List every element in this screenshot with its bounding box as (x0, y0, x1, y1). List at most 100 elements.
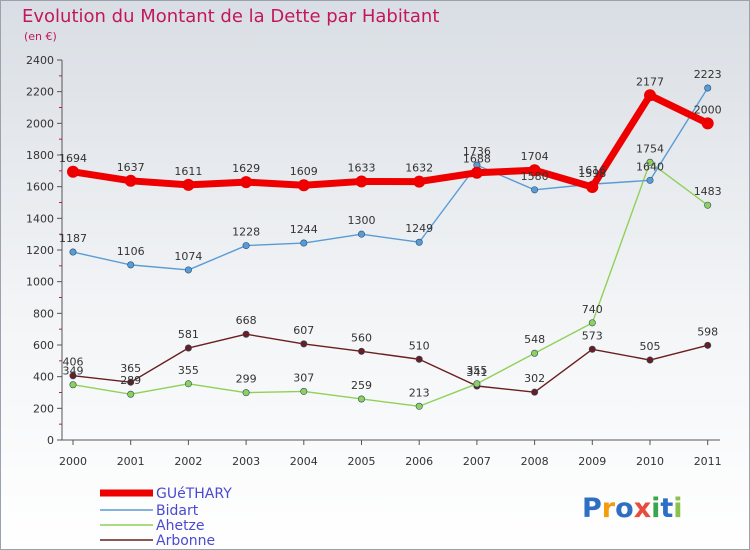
data-label: 259 (351, 379, 372, 392)
data-label: 1629 (232, 162, 260, 175)
data-label: 213 (409, 386, 430, 399)
chart-title: Evolution du Montant de la Dette par Hab… (22, 6, 439, 27)
data-point (69, 372, 77, 380)
data-point (586, 180, 599, 193)
data-point (357, 230, 365, 238)
data-label: 581 (178, 328, 199, 341)
data-point (415, 402, 423, 410)
x-tick-label: 2004 (290, 455, 318, 468)
data-point (67, 165, 79, 178)
data-label: 1754 (636, 142, 664, 155)
x-tick-label: 2011 (694, 455, 722, 468)
data-label: 1694 (59, 152, 87, 165)
legend-label: Bidart (156, 503, 199, 519)
data-point (184, 344, 192, 352)
x-tick-label: 2000 (59, 455, 87, 468)
data-point (300, 387, 308, 395)
y-tick-label: 2200 (26, 86, 54, 99)
data-label: 1598 (578, 167, 606, 180)
data-label: 668 (236, 314, 257, 327)
data-label: 1244 (290, 223, 318, 236)
x-tick-label: 2010 (636, 455, 664, 468)
data-point (704, 84, 712, 92)
y-tick-label: 200 (33, 402, 54, 415)
data-point (124, 174, 137, 187)
data-point (588, 319, 596, 327)
series-line-guéthary (72, 91, 710, 191)
data-label: 1632 (405, 162, 433, 175)
data-label: 1637 (117, 161, 145, 174)
data-point (415, 355, 423, 363)
data-point (644, 89, 656, 102)
y-tick-label: 1400 (26, 212, 54, 225)
data-point (184, 380, 192, 388)
data-label: 299 (236, 373, 257, 386)
data-label: 1736 (463, 145, 491, 158)
data-point (704, 201, 712, 209)
data-labels: 1694 1637 1611 1629 1609 1633 1632 1688 1704 1598… (59, 68, 722, 399)
series-lines (67, 84, 714, 410)
data-point (531, 388, 539, 396)
logo-letter: r (602, 493, 616, 524)
data-point (531, 349, 539, 357)
x-tick-label: 2008 (521, 455, 549, 468)
data-label: 349 (63, 365, 84, 378)
data-label: 1106 (117, 245, 145, 258)
logo-letter: o (615, 493, 634, 524)
data-label: 1074 (174, 250, 202, 263)
data-label: 355 (466, 364, 487, 377)
data-label: 505 (640, 340, 661, 353)
data-point (704, 341, 712, 349)
data-label: 1249 (405, 222, 433, 235)
data-point (646, 176, 654, 184)
y-tick-label: 1600 (26, 181, 54, 194)
x-tick-label: 2001 (117, 455, 145, 468)
data-point (701, 117, 714, 130)
data-label: 1580 (521, 170, 549, 183)
data-label: 406 (63, 356, 84, 369)
y-tick-label: 1000 (26, 276, 54, 289)
data-label: 548 (524, 333, 545, 346)
data-point (300, 340, 308, 348)
y-tick-label: 0 (47, 434, 54, 447)
axes: 0 200 400 600 800 1000 1200 1400 1600 1800 2000 220… (26, 54, 722, 468)
series-line-bidart (72, 87, 709, 271)
data-label: 302 (524, 372, 545, 385)
logo-text: Proxiti (582, 493, 683, 524)
data-point (182, 178, 195, 191)
logo-letter: x (634, 493, 651, 524)
y-tick-label: 1200 (26, 244, 54, 257)
data-point (473, 380, 481, 388)
x-tick-label: 2005 (348, 455, 376, 468)
data-label: 573 (582, 329, 603, 342)
series-line-arbonne (72, 333, 708, 393)
legend-label: Ahetze (156, 518, 205, 534)
data-label: 740 (582, 303, 603, 316)
data-label: 289 (120, 374, 141, 387)
chart-subtitle: (en €) (24, 30, 57, 43)
x-tick-label: 2007 (463, 455, 491, 468)
series-line-ahetze (72, 161, 709, 407)
x-tick-label: 2002 (174, 455, 202, 468)
data-point (355, 175, 368, 188)
data-label: 1611 (174, 165, 202, 178)
data-point (69, 248, 77, 256)
y-tick-label: 2000 (26, 117, 54, 130)
data-label: 355 (178, 364, 199, 377)
y-tick-label: 400 (33, 371, 54, 384)
data-label: 1300 (348, 214, 376, 227)
data-label: 560 (351, 331, 372, 344)
data-point (127, 378, 135, 386)
data-point (242, 330, 250, 338)
logo-letter: i (673, 493, 682, 524)
data-point (240, 176, 253, 189)
data-label: 1187 (59, 232, 87, 245)
x-tick-label: 2006 (405, 455, 433, 468)
y-tick-label: 800 (33, 307, 54, 320)
legend-label: GUéTHARY (156, 486, 232, 502)
data-point (242, 242, 250, 250)
data-point (297, 179, 310, 192)
data-point (588, 345, 596, 353)
